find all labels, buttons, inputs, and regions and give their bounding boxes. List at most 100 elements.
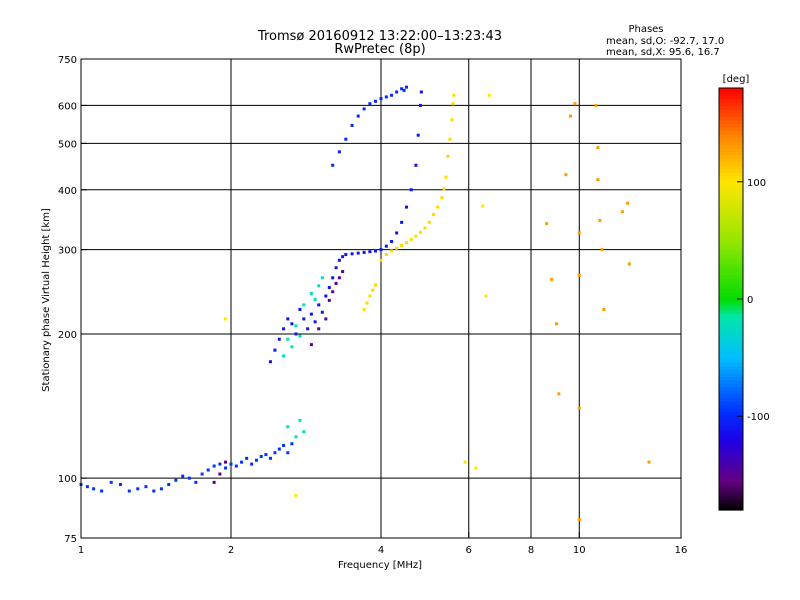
- colorbar-band: [719, 422, 743, 427]
- colorbar-band: [719, 200, 743, 205]
- data-point: [302, 317, 306, 321]
- colorbar-band: [719, 495, 743, 501]
- colorbar-band: [719, 197, 743, 202]
- data-point: [152, 489, 156, 493]
- colorbar-band: [719, 112, 743, 117]
- data-point: [362, 107, 366, 111]
- data-point: [564, 173, 568, 177]
- data-point: [596, 178, 600, 182]
- data-point: [362, 307, 366, 311]
- colorbar-band: [719, 471, 743, 476]
- data-point: [212, 464, 216, 468]
- colorbar-band: [719, 376, 743, 381]
- colorbar-band: [719, 288, 743, 293]
- data-point: [395, 246, 399, 250]
- data-point: [250, 462, 254, 466]
- data-point: [356, 251, 360, 255]
- colorbar-band: [719, 432, 743, 437]
- data-point: [379, 258, 383, 262]
- data-point: [400, 220, 404, 224]
- data-point: [395, 90, 399, 94]
- colorbar-band: [719, 425, 743, 430]
- colorbar-band: [719, 457, 743, 462]
- colorbar-band: [719, 390, 743, 395]
- colorbar-band: [719, 383, 743, 388]
- data-point: [224, 460, 228, 464]
- data-point: [577, 517, 581, 521]
- data-point: [144, 485, 148, 489]
- colorbar-band: [719, 478, 743, 483]
- data-point: [331, 276, 335, 280]
- data-point: [404, 85, 408, 89]
- data-point: [331, 290, 335, 294]
- data-point: [356, 114, 360, 118]
- data-point: [416, 133, 420, 137]
- data-point: [200, 472, 204, 476]
- y-tick-label: 200: [58, 330, 77, 341]
- data-point: [298, 334, 302, 338]
- data-point: [627, 262, 631, 266]
- data-point: [320, 310, 324, 314]
- data-point: [290, 442, 294, 446]
- data-point: [309, 343, 313, 347]
- data-point: [545, 222, 549, 226]
- data-point: [317, 284, 321, 288]
- colorbar-band: [719, 270, 743, 275]
- data-point: [371, 288, 375, 292]
- colorbar-band: [719, 334, 743, 339]
- colorbar-band: [719, 302, 743, 307]
- data-point: [290, 345, 294, 349]
- colorbar-band: [719, 277, 743, 283]
- colorbar-band: [719, 450, 743, 455]
- data-point: [442, 187, 446, 191]
- data-point: [384, 244, 388, 248]
- colorbar-band: [719, 204, 743, 209]
- colorbar-band: [719, 502, 743, 508]
- colorbar-band: [719, 429, 743, 434]
- colorbar-band: [719, 485, 743, 490]
- data-point: [174, 478, 178, 482]
- data-point: [390, 239, 394, 243]
- data-point: [331, 163, 335, 167]
- data-point: [313, 320, 317, 324]
- colorbar-band: [719, 358, 743, 363]
- data-point: [302, 303, 306, 307]
- data-point: [282, 327, 286, 331]
- data-point: [554, 322, 558, 326]
- colorbar-band: [719, 397, 743, 402]
- data-point: [626, 201, 630, 205]
- data-point: [294, 324, 298, 328]
- colorbar-band: [719, 193, 743, 198]
- data-point: [100, 489, 104, 493]
- colorbar-band: [719, 165, 743, 170]
- colorbar-band: [719, 327, 743, 332]
- colorbar-band: [719, 105, 743, 110]
- colorbar-band: [719, 492, 743, 497]
- colorbar-band: [719, 313, 743, 318]
- data-point: [224, 317, 228, 321]
- data-point: [577, 231, 581, 235]
- data-point: [594, 103, 598, 107]
- colorbar-band: [719, 386, 743, 392]
- data-point: [306, 327, 310, 331]
- colorbar-band: [719, 351, 743, 356]
- colorbar-band: [719, 344, 743, 349]
- data-point: [344, 253, 348, 257]
- colorbar-band: [719, 464, 743, 469]
- colorbar-band: [719, 408, 743, 413]
- y-tick-label: 600: [58, 101, 77, 112]
- data-point: [402, 88, 406, 92]
- colorbar-band: [719, 147, 743, 152]
- data-point: [341, 255, 345, 259]
- colorbar-band: [719, 404, 743, 409]
- colorbar-band: [719, 133, 743, 138]
- data-point: [384, 253, 388, 257]
- colorbar-band: [719, 119, 743, 124]
- data-point: [334, 266, 338, 270]
- colorbar-tick-label: 0: [747, 295, 753, 306]
- colorbar-band: [719, 137, 743, 142]
- data-point: [450, 118, 454, 122]
- data-point: [298, 307, 302, 311]
- phases-x-stats: mean, sd,X: 95.6, 16.7: [606, 47, 720, 58]
- colorbar-band: [719, 446, 743, 451]
